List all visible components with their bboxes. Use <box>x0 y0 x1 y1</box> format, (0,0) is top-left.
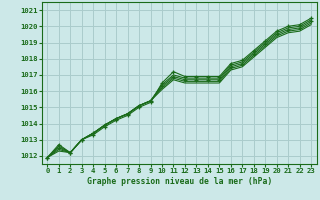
X-axis label: Graphe pression niveau de la mer (hPa): Graphe pression niveau de la mer (hPa) <box>87 177 272 186</box>
